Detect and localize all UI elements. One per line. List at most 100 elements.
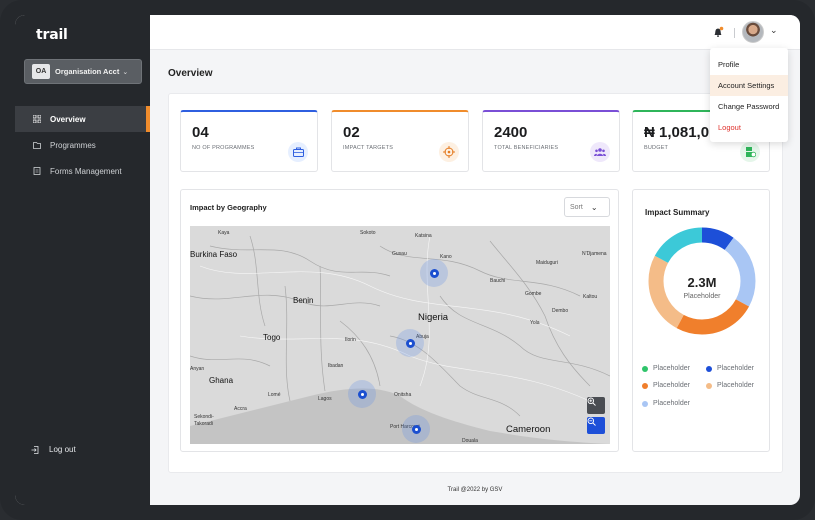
zoom-out-icon [587,417,596,426]
map-label: Cameroon [506,424,551,435]
donut-chart [648,227,756,335]
map-label: Togo [263,333,281,342]
logout-label: Log out [49,445,76,454]
stat-label: NO OF PROGRAMMES [192,145,255,151]
donut-segment [648,227,756,335]
legend-item: Placeholder [642,365,690,372]
map-label: Kano [440,254,452,260]
menu-item-logout[interactable]: Logout [718,123,741,132]
map-label: Lomé [268,392,281,398]
footer-text: Trail @2022 by GSV [447,487,503,493]
legend-label: Placeholder [653,365,690,372]
top-bar: ⌄ [150,15,800,50]
org-badge: OA [32,64,50,79]
map-label: Ilorin [345,337,356,343]
sidebar-item-forms-management[interactable]: Forms Management [15,158,150,184]
menu-item-change-password[interactable]: Change Password [718,102,780,111]
sidebar-item-overview[interactable]: Overview [15,106,150,132]
map-label: Lagos [318,396,332,402]
stat-value: ₦ 1,081,0 [644,124,710,141]
map-label: Katsina [415,233,432,239]
logout-icon [31,445,39,454]
sidebar-item-programmes[interactable]: Programmes [15,132,150,158]
money-icon [740,142,760,162]
map-marker[interactable] [396,329,424,357]
map-label: Kaya [218,230,230,236]
sidebar-item-label: Forms Management [50,166,122,176]
people-icon [590,142,610,162]
map-label: Anyan [190,366,205,372]
map-marker[interactable] [348,380,376,408]
briefcase-icon [288,142,308,162]
impact-summary-card: Impact Summary 2.3M Placeholder Placehol… [632,189,770,452]
sort-select[interactable]: Sort ⌄ [564,197,610,217]
section-title: Impact by Geography [190,203,267,212]
donut-total: 2.3M [687,275,717,290]
stat-value: 2400 [494,124,528,141]
zoom-in-button[interactable] [587,397,605,414]
map-label: Accra [234,406,247,412]
geography-map[interactable]: Kaya Burkina Faso Sokoto Katsina Gusau K… [190,226,610,444]
target-icon [439,142,459,162]
chevron-down-icon: ⌄ [122,68,129,76]
map-marker[interactable] [420,259,448,287]
map-label: Port Harcourt [390,424,420,430]
map-label: Yola [530,320,540,326]
map-label: Sekondi-Takoradi [194,414,214,427]
legend-item: Placeholder [706,365,754,372]
stat-label: TOTAL BENEFICIARIES [494,145,559,151]
map-label: Onitsha [394,392,412,398]
sidebar: trail OA Organisation Acct ⌄ Overview Pr… [15,15,150,505]
app-logo: trail [36,27,68,43]
map-label: N'Djamena [582,251,607,257]
map-label: Ibadan [328,363,344,369]
app-screen: trail OA Organisation Acct ⌄ Overview Pr… [15,15,800,505]
profile-dropdown-menu: Profile Account Settings Change Password… [710,48,788,142]
donut-total-label: Placeholder [683,293,721,300]
zoom-out-button[interactable] [587,417,605,434]
legend-item: Placeholder [642,400,690,407]
map-label: Burkina Faso [190,250,238,259]
avatar[interactable] [742,21,764,43]
menu-item-profile[interactable]: Profile [718,60,740,69]
folder-icon [33,142,41,149]
map-label: Douala [462,438,478,444]
legend-label: Placeholder [717,382,754,389]
map-label: Nigeria [418,312,449,323]
legend-label: Placeholder [653,400,690,407]
map-label: Gombe [525,291,542,297]
organisation-switcher[interactable]: OA Organisation Acct ⌄ [24,59,142,84]
bell-icon[interactable] [712,26,724,38]
sidebar-nav: Overview Programmes Forms Management [15,106,150,184]
legend-swatch [706,382,712,389]
map-label: Abuja [416,334,429,340]
donut-segment [648,227,756,335]
map-label: Sokoto [360,230,376,236]
map-label: Gusau [392,251,407,257]
org-name: Organisation Acct [55,67,120,76]
form-icon [33,167,41,175]
legend-label: Placeholder [717,365,754,372]
legend-label: Placeholder [653,382,690,389]
legend-item: Placeholder [706,382,754,389]
legend-swatch [642,400,648,407]
sidebar-item-label: Overview [50,114,86,124]
grid-icon [33,115,41,123]
stat-card-impact-targets: 02 IMPACT TARGETS [331,110,469,172]
stat-label: IMPACT TARGETS [343,145,394,151]
zoom-in-icon [587,397,596,406]
logout-button[interactable]: Log out [31,445,76,454]
header-divider [734,28,735,38]
map-label: Ghana [209,376,234,385]
stat-value: 02 [343,124,360,141]
chevron-down-icon[interactable]: ⌄ [770,25,778,35]
chevron-down-icon: ⌄ [590,202,598,212]
stat-card-programmes: 04 NO OF PROGRAMMES [180,110,318,172]
legend-item: Placeholder [642,382,690,389]
map-label: Bauchi [490,278,506,284]
map-canvas [190,226,610,444]
section-title: Impact Summary [645,208,710,217]
menu-item-account-settings[interactable]: Account Settings [710,75,788,96]
map-marker[interactable] [402,415,430,443]
